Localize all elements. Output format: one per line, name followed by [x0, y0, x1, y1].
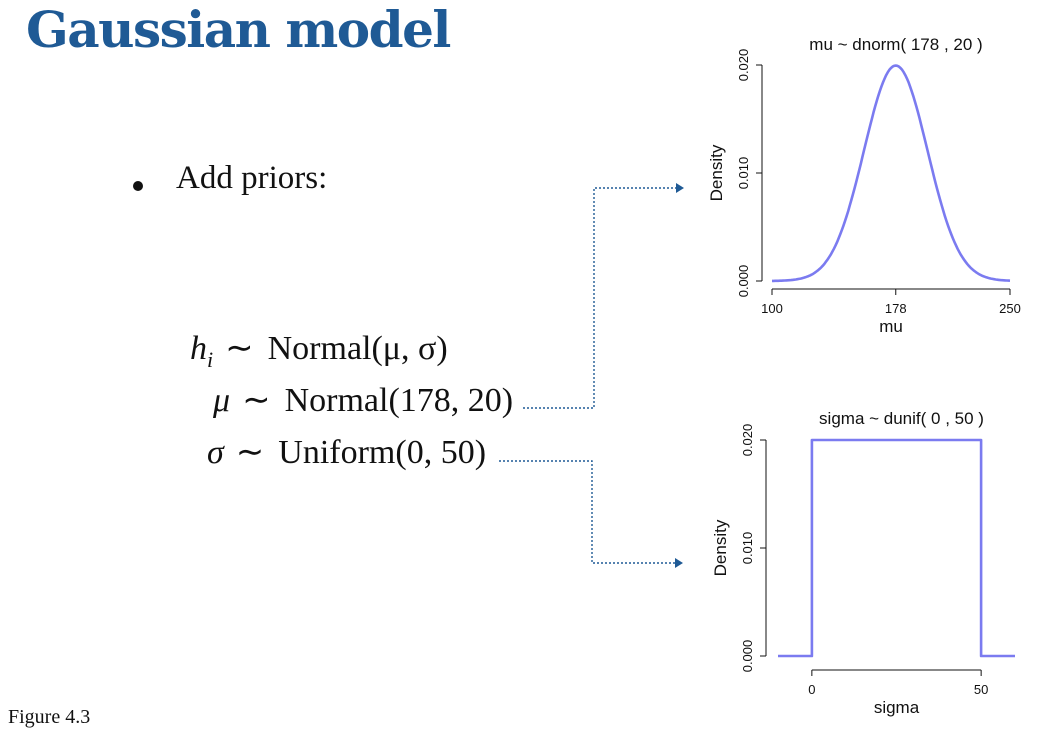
arrowhead-icon [676, 183, 684, 193]
y-tick-label: 0.000 [736, 265, 751, 298]
density-curve [772, 64, 1011, 283]
equation-lhs: μ [213, 382, 231, 419]
bullet-icon [133, 181, 143, 191]
y-axis-label: Density [707, 144, 726, 201]
y-tick-label: 0.020 [740, 424, 755, 457]
equation-rhs: Uniform(0, 50) [278, 434, 487, 471]
equation-sigma-prior: σ ∼ Uniform(0, 50) [207, 432, 486, 472]
arrowhead-icon [675, 558, 683, 568]
density-curve [778, 438, 1015, 658]
equation-lhs: σ [207, 434, 224, 471]
equation-likelihood: hi ∼ Normal(μ, σ) [190, 328, 448, 373]
chart-title: sigma ~ dunif( 0 , 50 ) [819, 409, 984, 428]
figure-caption: Figure 4.3 [8, 706, 91, 728]
equation-lhs: h [190, 330, 207, 367]
x-axis-label: sigma [874, 698, 920, 717]
y-tick-label: 0.020 [736, 49, 751, 82]
equation-subscript: i [207, 346, 214, 372]
distributed-as-operator: ∼ [225, 330, 254, 367]
y-tick-label: 0.010 [740, 532, 755, 565]
y-tick-label: 0.010 [736, 157, 751, 190]
x-tick-label: 50 [974, 682, 988, 697]
mu-prior-chart: mu ~ dnorm( 178 , 20 ) 0.000 0.010 0.020 Den… [707, 35, 1021, 336]
distributed-as-operator: ∼ [235, 434, 265, 471]
slide-title: Gaussian model [26, 0, 451, 59]
chart-title: mu ~ dnorm( 178 , 20 ) [809, 35, 982, 54]
x-tick-label: 0 [808, 682, 815, 697]
bullet-text: Add priors: [176, 160, 328, 196]
equation-rhs: Normal(178, 20) [284, 382, 514, 419]
y-tick-label: 0.000 [740, 640, 755, 673]
distributed-as-operator: ∼ [242, 382, 271, 419]
connector-sigma-to-chart [499, 460, 675, 564]
x-tick-label: 178 [885, 301, 907, 316]
sigma-prior-chart: sigma ~ dunif( 0 , 50 ) 0.000 0.010 0.020 De… [711, 409, 1015, 717]
x-axis-label: mu [879, 317, 903, 336]
x-tick-label: 100 [761, 301, 783, 316]
equation-mu-prior: μ ∼ Normal(178, 20) [213, 380, 513, 420]
y-axis-label: Density [711, 519, 730, 576]
equation-rhs: Normal(μ, σ) [267, 330, 448, 367]
connector-mu-to-chart [523, 187, 676, 409]
x-tick-label: 250 [999, 301, 1021, 316]
